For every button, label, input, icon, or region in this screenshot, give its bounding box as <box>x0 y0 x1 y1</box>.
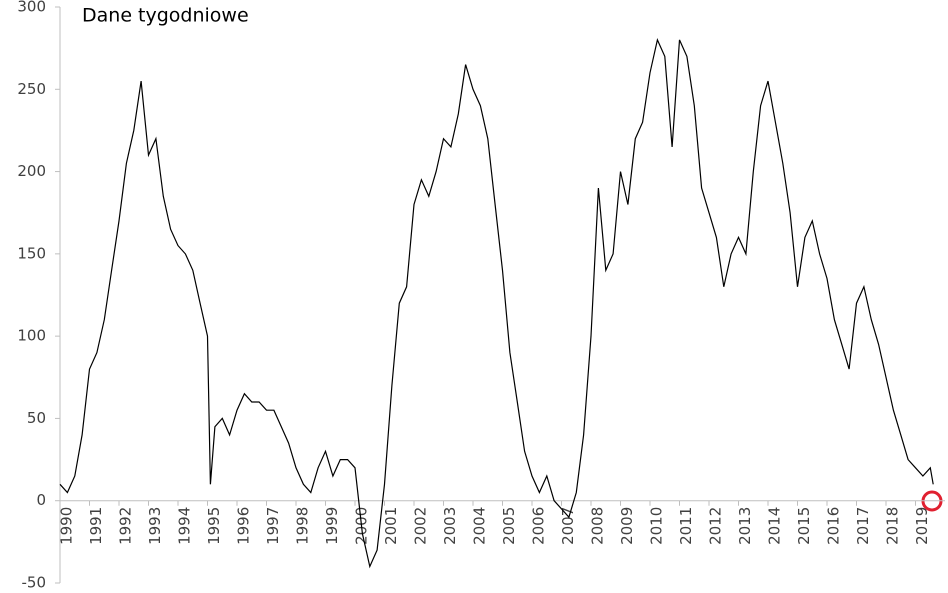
y-tick-label: 50 <box>27 409 46 427</box>
x-tick-label: 2011 <box>677 507 695 545</box>
x-tick-label: 2006 <box>530 507 548 545</box>
x-tick-label: 1998 <box>294 507 312 545</box>
data-line <box>59 38 934 569</box>
x-tick-label: 2019 <box>913 507 931 545</box>
x-tick-label: 2002 <box>412 507 430 545</box>
y-tick-label: 200 <box>17 162 46 180</box>
x-tick-label: 1994 <box>176 507 194 545</box>
x-tick-label: 1999 <box>323 507 341 545</box>
y-tick-label: 250 <box>17 80 46 98</box>
x-tick-label: 1992 <box>117 507 135 545</box>
x-tick-label: 2009 <box>618 507 636 545</box>
x-tick-label: 2003 <box>441 507 459 545</box>
x-tick-label: 2016 <box>825 507 843 545</box>
x-tick-label: 2004 <box>471 507 489 545</box>
x-tick-label: 2005 <box>500 507 518 545</box>
y-tick-label: 0 <box>36 491 46 509</box>
x-tick-label: 2013 <box>736 507 754 545</box>
x-tick-label: 2015 <box>795 507 813 545</box>
x-tick-label: 2014 <box>766 507 784 545</box>
y-tick-label: 150 <box>17 244 46 262</box>
x-tick-label: 1995 <box>205 507 223 545</box>
x-tick-label: 2018 <box>884 507 902 545</box>
y-tick-label: 100 <box>17 327 46 345</box>
x-tick-label: 1991 <box>87 507 105 545</box>
x-tick-label: 2007 <box>559 507 577 545</box>
x-tick-label: 2008 <box>589 507 607 545</box>
x-tick-label: 2012 <box>707 507 725 545</box>
x-tick-label: 1997 <box>264 507 282 545</box>
x-tick-label: 1990 <box>58 507 76 545</box>
y-tick-label: -50 <box>22 574 47 592</box>
y-tick-label: 300 <box>17 0 46 16</box>
x-tick-label: 2001 <box>382 507 400 545</box>
annotation: Dane tygodniowe <box>82 5 249 27</box>
x-tick-label: 2017 <box>854 507 872 545</box>
x-tick-label: 2010 <box>648 507 666 545</box>
x-tick-label: 1993 <box>146 507 164 545</box>
x-tick-label: 1996 <box>235 507 253 545</box>
